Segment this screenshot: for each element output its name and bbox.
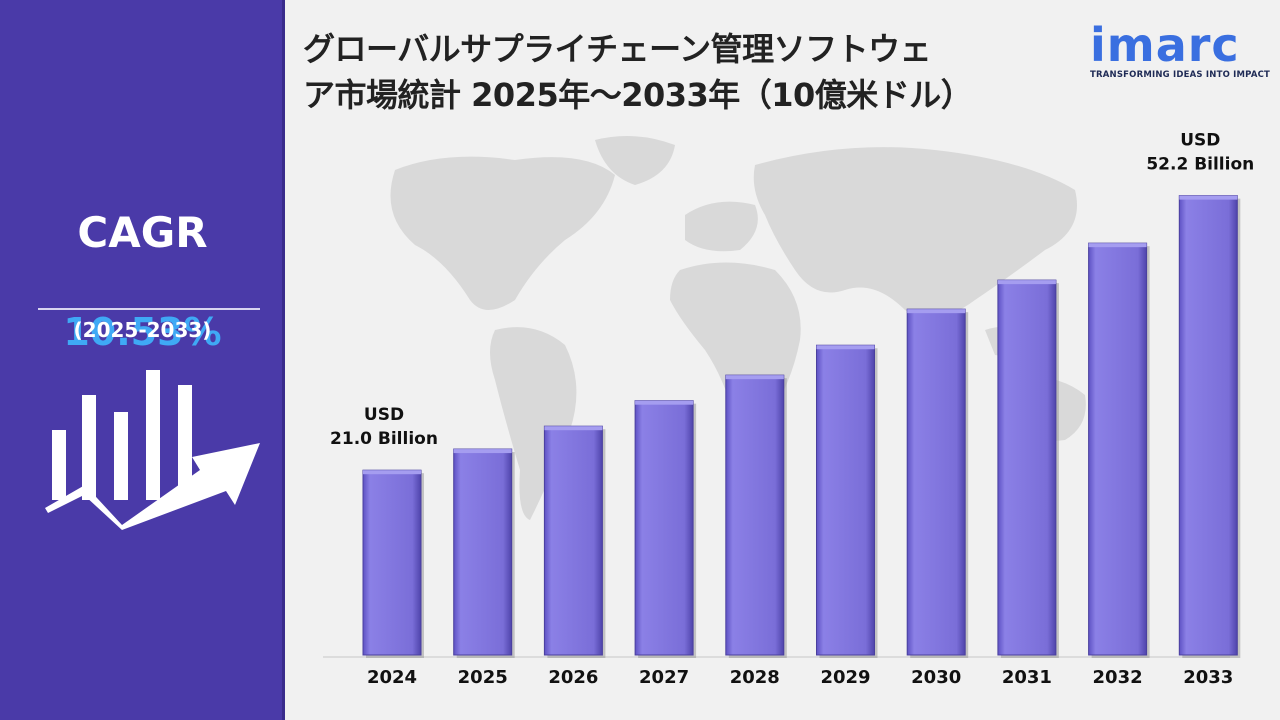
cagr-label: CAGR xyxy=(77,208,208,257)
chart-area: 2024 2025 2026 2027 2028 2029 2030 2031 2032 2033… xyxy=(285,0,1280,720)
bar-top-highlight xyxy=(453,449,512,454)
x-tick-label: 2028 xyxy=(730,667,780,688)
bar-2032 xyxy=(1088,242,1148,656)
logo-tagline: TRANSFORMING IDEAS INTO IMPACT xyxy=(1090,70,1271,80)
x-tick-label: 2025 xyxy=(458,667,508,688)
cagr-value: 10.53% xyxy=(63,310,222,354)
data-label-unit: USD xyxy=(1180,131,1220,151)
chart-title-line-2: ア市場統計 2025年～2033年（10億米ドル） xyxy=(303,76,973,114)
bar-top-highlight xyxy=(997,280,1056,285)
cagr-panel: CAGR 10.53% (2025-2033) xyxy=(0,0,285,720)
bar-2031 xyxy=(997,279,1057,656)
data-label-value: 21.0 Billion xyxy=(330,429,438,449)
data-label-unit: USD xyxy=(364,405,404,425)
cagr-divider xyxy=(38,308,260,310)
growth-chart-icon xyxy=(45,370,260,530)
bar-2029 xyxy=(816,344,875,656)
bar-2033 xyxy=(1178,195,1238,656)
x-tick-label: 2031 xyxy=(1002,667,1052,688)
bar-2030 xyxy=(906,308,966,656)
bar-top-highlight xyxy=(1088,243,1147,248)
data-label-value: 52.2 Billion xyxy=(1146,155,1254,175)
bar-top-highlight xyxy=(1179,195,1238,200)
bar-chart: 2024 2025 2026 2027 2028 2029 2030 2031 2032 2033… xyxy=(323,131,1254,688)
x-tick-label: 2033 xyxy=(1183,667,1233,688)
bar-top-highlight xyxy=(725,375,784,380)
bar-top-highlight xyxy=(363,470,421,475)
bar-2024 xyxy=(362,469,422,656)
bar-top-highlight xyxy=(544,426,603,431)
bar-2028 xyxy=(725,374,785,656)
cagr-period: (2025-2033) xyxy=(73,318,212,342)
x-tick-label: 2024 xyxy=(367,667,417,688)
x-tick-label: 2030 xyxy=(911,667,961,688)
imarc-logo: imarc TRANSFORMING IDEAS INTO IMPACT xyxy=(1090,18,1271,80)
bar-top-highlight xyxy=(635,400,694,405)
chart-title-line-1: グローバルサプライチェーン管理ソフトウェ xyxy=(303,30,932,68)
bar-2026 xyxy=(543,425,603,656)
x-tick-label: 2026 xyxy=(548,667,598,688)
bar-top-highlight xyxy=(907,309,966,314)
x-tick-label: 2029 xyxy=(820,667,870,688)
x-tick-label: 2027 xyxy=(639,667,689,688)
x-tick-label: 2032 xyxy=(1093,667,1143,688)
bar-top-highlight xyxy=(816,345,875,350)
panel-edge xyxy=(282,0,285,720)
logo-wordmark: imarc xyxy=(1090,18,1240,72)
bar-2025 xyxy=(453,448,513,656)
chart-title: グローバルサプライチェーン管理ソフトウェ ア市場統計 2025年～2033年（1… xyxy=(303,26,1063,118)
bar-2027 xyxy=(634,400,694,656)
